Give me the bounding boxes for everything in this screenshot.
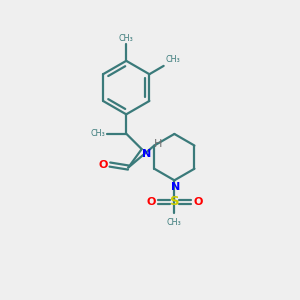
Text: S: S	[169, 195, 179, 208]
Text: CH₃: CH₃	[165, 56, 180, 64]
Text: CH₃: CH₃	[90, 129, 105, 138]
Text: N: N	[171, 182, 181, 192]
Text: O: O	[193, 197, 203, 207]
Text: O: O	[146, 197, 156, 207]
Text: H: H	[154, 139, 163, 149]
Text: O: O	[98, 160, 107, 170]
Text: CH₃: CH₃	[167, 218, 182, 227]
Text: N: N	[142, 149, 151, 159]
Text: CH₃: CH₃	[119, 34, 134, 43]
